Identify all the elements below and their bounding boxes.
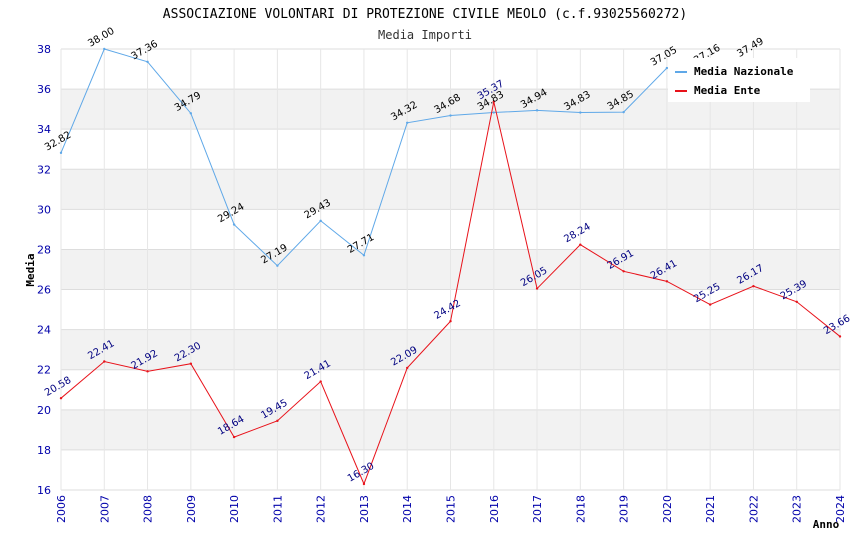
x-tick-label: 2014 [401, 495, 414, 523]
data-point [492, 100, 495, 103]
x-tick-label: 2024 [834, 495, 847, 523]
x-tick-label: 2013 [358, 495, 371, 523]
data-point [276, 419, 279, 423]
x-tick-label: 2017 [531, 495, 544, 523]
data-point [232, 435, 236, 439]
y-tick-label: 38 [37, 43, 51, 56]
y-tick-label: 30 [37, 203, 51, 216]
data-point [579, 111, 582, 114]
data-point [362, 254, 366, 257]
data-point [232, 223, 236, 226]
data-label: 16.30 [346, 461, 376, 485]
data-point [579, 243, 582, 246]
data-point [665, 66, 669, 70]
data-point [752, 284, 755, 288]
data-point [535, 287, 539, 290]
y-tick-label: 20 [37, 404, 51, 417]
x-tick-label: 2007 [98, 495, 111, 523]
x-tick-label: 2018 [574, 495, 587, 523]
data-label: 37.36 [130, 39, 160, 63]
x-tick-label: 2019 [618, 495, 631, 523]
y-axis-ticks: 16 18 20 22 24 26 28 30 32 34 36 38 [37, 43, 51, 497]
data-point [362, 482, 366, 486]
data-point [708, 303, 712, 306]
x-tick-label: 2020 [661, 495, 674, 523]
data-label: 28.24 [562, 221, 592, 245]
data-point [795, 300, 798, 303]
legend: Media Nazionale Media Ente [668, 58, 810, 102]
chart-subtitle: Media Importi [378, 28, 472, 42]
data-point [492, 111, 495, 114]
y-tick-label: 24 [37, 324, 51, 337]
data-point [319, 380, 322, 383]
data-point [622, 270, 625, 273]
data-point [319, 219, 322, 222]
x-axis-ticks: 2006 2007 2008 2009 2010 2011 2012 2013 2014 2015… [55, 495, 847, 523]
x-tick-label: 2008 [142, 495, 155, 523]
data-point [189, 362, 193, 365]
data-point [189, 112, 193, 115]
x-tick-label: 2022 [747, 495, 760, 523]
y-tick-label: 22 [37, 364, 51, 377]
y-tick-label: 16 [37, 484, 51, 497]
x-tick-label: 2023 [791, 495, 804, 523]
x-tick-label: 2016 [488, 495, 501, 523]
data-point [59, 396, 63, 400]
data-point [622, 110, 625, 114]
x-tick-label: 2012 [315, 495, 328, 523]
legend-label-media-ente: Media Ente [694, 84, 761, 97]
grid-lines [60, 48, 841, 491]
chart-title: ASSOCIAZIONE VOLONTARI DI PROTEZIONE CIV… [163, 7, 687, 22]
x-tick-label: 2021 [704, 495, 717, 523]
y-tick-label: 18 [37, 444, 51, 457]
data-label: 37.49 [735, 36, 765, 60]
y-tick-label: 32 [37, 163, 51, 176]
data-point [103, 360, 106, 363]
data-point [449, 114, 452, 117]
x-tick-label: 2010 [228, 495, 241, 523]
x-axis-label: Anno [813, 518, 840, 531]
data-point [103, 47, 106, 51]
data-point [146, 370, 149, 373]
data-point [146, 60, 149, 64]
data-point [449, 320, 452, 323]
data-label: 20.58 [43, 375, 73, 399]
data-point [276, 264, 279, 267]
data-point [665, 280, 669, 283]
y-tick-label: 36 [37, 83, 51, 96]
data-point [838, 335, 842, 338]
data-point [406, 366, 409, 370]
legend-box [668, 58, 810, 102]
legend-label-media-nazionale: Media Nazionale [694, 65, 794, 78]
y-tick-label: 34 [37, 123, 51, 136]
x-tick-label: 2015 [445, 495, 458, 523]
x-tick-label: 2009 [185, 495, 198, 523]
data-point [406, 121, 409, 124]
y-tick-label: 26 [37, 284, 51, 297]
y-tick-label: 28 [37, 243, 51, 256]
x-tick-label: 2006 [55, 495, 68, 523]
data-point [535, 109, 539, 112]
y-axis-label: Media [24, 253, 37, 286]
data-label: 24.42 [433, 298, 463, 322]
data-label: 38.00 [86, 26, 116, 50]
data-point [59, 151, 63, 155]
x-tick-label: 2011 [271, 495, 284, 523]
